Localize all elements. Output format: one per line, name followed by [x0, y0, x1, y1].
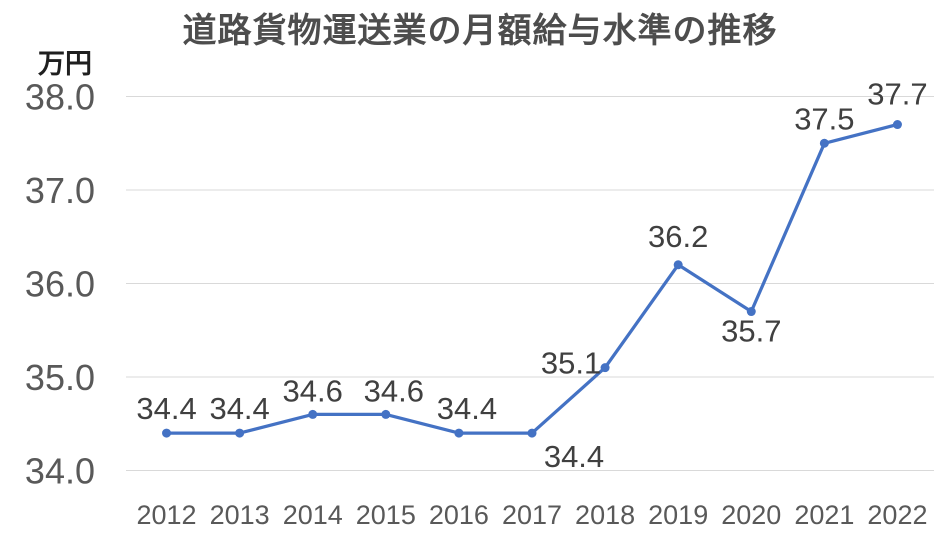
- chart-title: 道路貨物運送業の月額給与水準の推移: [183, 12, 778, 50]
- x-tick-label: 2013: [210, 500, 270, 530]
- x-tick-label: 2016: [429, 500, 489, 530]
- data-series: [162, 120, 902, 438]
- y-tick-label: 34.0: [25, 451, 95, 492]
- data-label: 34.6: [283, 373, 343, 408]
- data-point-marker: [162, 428, 172, 438]
- data-point-marker: [381, 409, 391, 419]
- data-label: 34.4: [209, 391, 269, 426]
- data-label: 34.4: [437, 391, 497, 426]
- x-tick-label: 2022: [867, 500, 927, 530]
- data-label: 34.4: [544, 439, 604, 474]
- y-tick-label: 37.0: [25, 170, 95, 211]
- x-tick-label: 2012: [137, 500, 197, 530]
- data-point-marker: [819, 138, 829, 148]
- data-label: 37.7: [867, 77, 927, 112]
- data-label: 34.4: [136, 391, 196, 426]
- x-tick-label: 2020: [721, 500, 781, 530]
- y-axis-tick-labels: 34.0 35.0 36.0 37.0 38.0: [25, 77, 95, 492]
- y-axis-unit-label: 万円: [38, 49, 92, 79]
- x-tick-label: 2021: [794, 500, 854, 530]
- data-point-marker: [235, 428, 245, 438]
- series-line: [164, 122, 900, 435]
- data-label: 36.2: [648, 219, 708, 254]
- x-tick-label: 2019: [648, 500, 708, 530]
- data-point-marker: [673, 260, 683, 270]
- data-label: 37.5: [794, 101, 854, 136]
- y-tick-label: 38.0: [25, 77, 95, 118]
- data-point-marker: [600, 363, 610, 373]
- data-point-marker: [892, 120, 902, 130]
- y-tick-label: 35.0: [25, 357, 95, 398]
- x-tick-label: 2017: [502, 500, 562, 530]
- x-tick-label: 2014: [283, 500, 343, 530]
- gridlines: [126, 96, 934, 471]
- data-labels: 34.4 34.4 34.6 34.6 34.4 34.4 35.1 36.2 35.7 37.5…: [136, 77, 927, 475]
- x-tick-label: 2018: [575, 500, 635, 530]
- data-point-marker: [746, 307, 756, 317]
- data-label: 34.6: [364, 373, 424, 408]
- y-tick-label: 36.0: [25, 264, 95, 305]
- x-tick-label: 2015: [356, 500, 416, 530]
- data-point-marker: [454, 428, 464, 438]
- data-label: 35.1: [541, 346, 601, 381]
- data-label: 35.7: [721, 314, 781, 349]
- x-axis-tick-labels: 2012 2013 2014 2015 2016 2017 2018 2019 2020 2021…: [137, 500, 928, 530]
- data-point-marker: [527, 428, 537, 438]
- data-point-marker: [308, 409, 318, 419]
